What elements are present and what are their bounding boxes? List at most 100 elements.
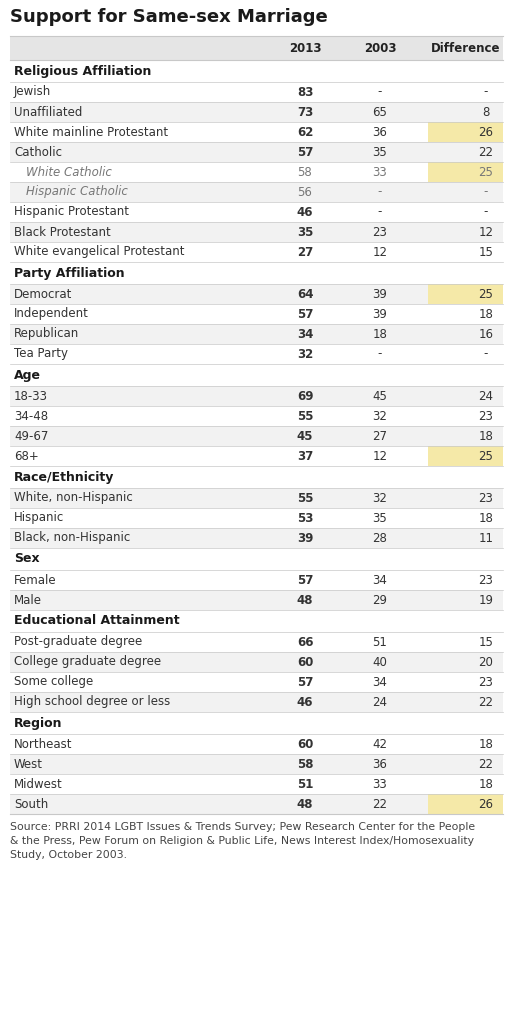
Bar bbox=[10, 466, 503, 488]
Text: 12: 12 bbox=[372, 450, 387, 463]
Text: 22: 22 bbox=[372, 798, 387, 811]
Bar bbox=[10, 794, 503, 814]
Bar bbox=[10, 446, 503, 466]
Text: West: West bbox=[14, 758, 43, 770]
Text: Midwest: Midwest bbox=[14, 777, 63, 791]
Text: 18: 18 bbox=[478, 429, 493, 442]
Text: Female: Female bbox=[14, 573, 57, 587]
Bar bbox=[428, 162, 503, 182]
Bar bbox=[10, 82, 503, 102]
Text: Hispanic: Hispanic bbox=[14, 512, 64, 524]
Text: Religious Affiliation: Religious Affiliation bbox=[14, 65, 151, 78]
Text: 36: 36 bbox=[372, 758, 387, 770]
Text: 51: 51 bbox=[372, 636, 387, 648]
Text: 15: 15 bbox=[478, 246, 493, 258]
Bar bbox=[10, 528, 503, 548]
Text: 69: 69 bbox=[297, 389, 313, 402]
Text: 56: 56 bbox=[298, 185, 313, 199]
Text: Male: Male bbox=[14, 594, 42, 606]
Text: 27: 27 bbox=[297, 246, 313, 258]
Text: 57: 57 bbox=[297, 145, 313, 159]
Text: 26: 26 bbox=[478, 126, 493, 138]
Bar bbox=[10, 774, 503, 794]
Text: 60: 60 bbox=[297, 655, 313, 669]
Text: 48: 48 bbox=[297, 594, 313, 606]
Text: 28: 28 bbox=[372, 531, 387, 545]
Text: 36: 36 bbox=[372, 126, 387, 138]
Text: 12: 12 bbox=[372, 246, 387, 258]
Bar bbox=[10, 734, 503, 754]
Text: 34: 34 bbox=[297, 328, 313, 341]
Text: Black Protestant: Black Protestant bbox=[14, 225, 111, 239]
Text: White, non-Hispanic: White, non-Hispanic bbox=[14, 492, 133, 505]
Text: Educational Attainment: Educational Attainment bbox=[14, 614, 180, 628]
Bar bbox=[10, 386, 503, 406]
Text: 25: 25 bbox=[478, 288, 493, 300]
Text: Age: Age bbox=[14, 369, 41, 382]
Text: Region: Region bbox=[14, 717, 62, 729]
Bar bbox=[10, 754, 503, 774]
Text: Some college: Some college bbox=[14, 676, 93, 688]
Text: 64: 64 bbox=[297, 288, 313, 300]
Text: College graduate degree: College graduate degree bbox=[14, 655, 161, 669]
Text: 66: 66 bbox=[297, 636, 313, 648]
Text: Source: PRRI 2014 LGBT Issues & Trends Survey; Pew Research Center for the Peopl: Source: PRRI 2014 LGBT Issues & Trends S… bbox=[10, 822, 475, 860]
Text: Hispanic Catholic: Hispanic Catholic bbox=[26, 185, 128, 199]
Bar bbox=[10, 222, 503, 242]
Text: -: - bbox=[378, 206, 382, 218]
Bar bbox=[10, 508, 503, 528]
Bar bbox=[10, 262, 503, 284]
Text: 46: 46 bbox=[297, 695, 313, 709]
Bar bbox=[10, 60, 503, 82]
Text: -: - bbox=[484, 85, 488, 98]
Text: Support for Same-sex Marriage: Support for Same-sex Marriage bbox=[10, 8, 328, 26]
Text: 24: 24 bbox=[372, 695, 387, 709]
Text: -: - bbox=[378, 185, 382, 199]
Text: Unaffiliated: Unaffiliated bbox=[14, 105, 82, 119]
Text: 55: 55 bbox=[297, 410, 313, 423]
Bar bbox=[428, 284, 503, 304]
Text: 18-33: 18-33 bbox=[14, 389, 48, 402]
Text: 34: 34 bbox=[372, 573, 387, 587]
Bar bbox=[10, 590, 503, 610]
Text: -: - bbox=[484, 206, 488, 218]
Text: Black, non-Hispanic: Black, non-Hispanic bbox=[14, 531, 130, 545]
Text: 18: 18 bbox=[478, 512, 493, 524]
Text: 35: 35 bbox=[373, 145, 387, 159]
Text: 45: 45 bbox=[297, 429, 313, 442]
Text: Independent: Independent bbox=[14, 307, 89, 321]
Text: Northeast: Northeast bbox=[14, 737, 73, 751]
Bar bbox=[10, 324, 503, 344]
Bar bbox=[10, 304, 503, 324]
Bar bbox=[10, 712, 503, 734]
Text: 29: 29 bbox=[372, 594, 387, 606]
Text: 60: 60 bbox=[297, 737, 313, 751]
Text: Republican: Republican bbox=[14, 328, 79, 341]
Text: 45: 45 bbox=[372, 389, 387, 402]
Text: 39: 39 bbox=[372, 288, 387, 300]
Text: 26: 26 bbox=[478, 798, 493, 811]
Text: 42: 42 bbox=[372, 737, 387, 751]
Bar bbox=[10, 406, 503, 426]
Bar bbox=[10, 652, 503, 672]
Text: Sex: Sex bbox=[14, 553, 40, 565]
Text: 34: 34 bbox=[372, 676, 387, 688]
Text: 20: 20 bbox=[478, 655, 493, 669]
Text: 32: 32 bbox=[372, 492, 387, 505]
Text: Jewish: Jewish bbox=[14, 85, 52, 98]
Bar bbox=[10, 610, 503, 632]
Bar bbox=[10, 142, 503, 162]
Text: Race/Ethnicity: Race/Ethnicity bbox=[14, 470, 114, 483]
Text: 62: 62 bbox=[297, 126, 313, 138]
Text: 33: 33 bbox=[373, 777, 387, 791]
Text: 2003: 2003 bbox=[364, 42, 396, 54]
Text: 23: 23 bbox=[478, 410, 493, 423]
Bar bbox=[10, 488, 503, 508]
Bar bbox=[10, 202, 503, 222]
Text: 8: 8 bbox=[483, 105, 490, 119]
Bar bbox=[10, 182, 503, 202]
Text: 19: 19 bbox=[478, 594, 493, 606]
Text: High school degree or less: High school degree or less bbox=[14, 695, 170, 709]
Text: Catholic: Catholic bbox=[14, 145, 62, 159]
Text: 57: 57 bbox=[297, 676, 313, 688]
